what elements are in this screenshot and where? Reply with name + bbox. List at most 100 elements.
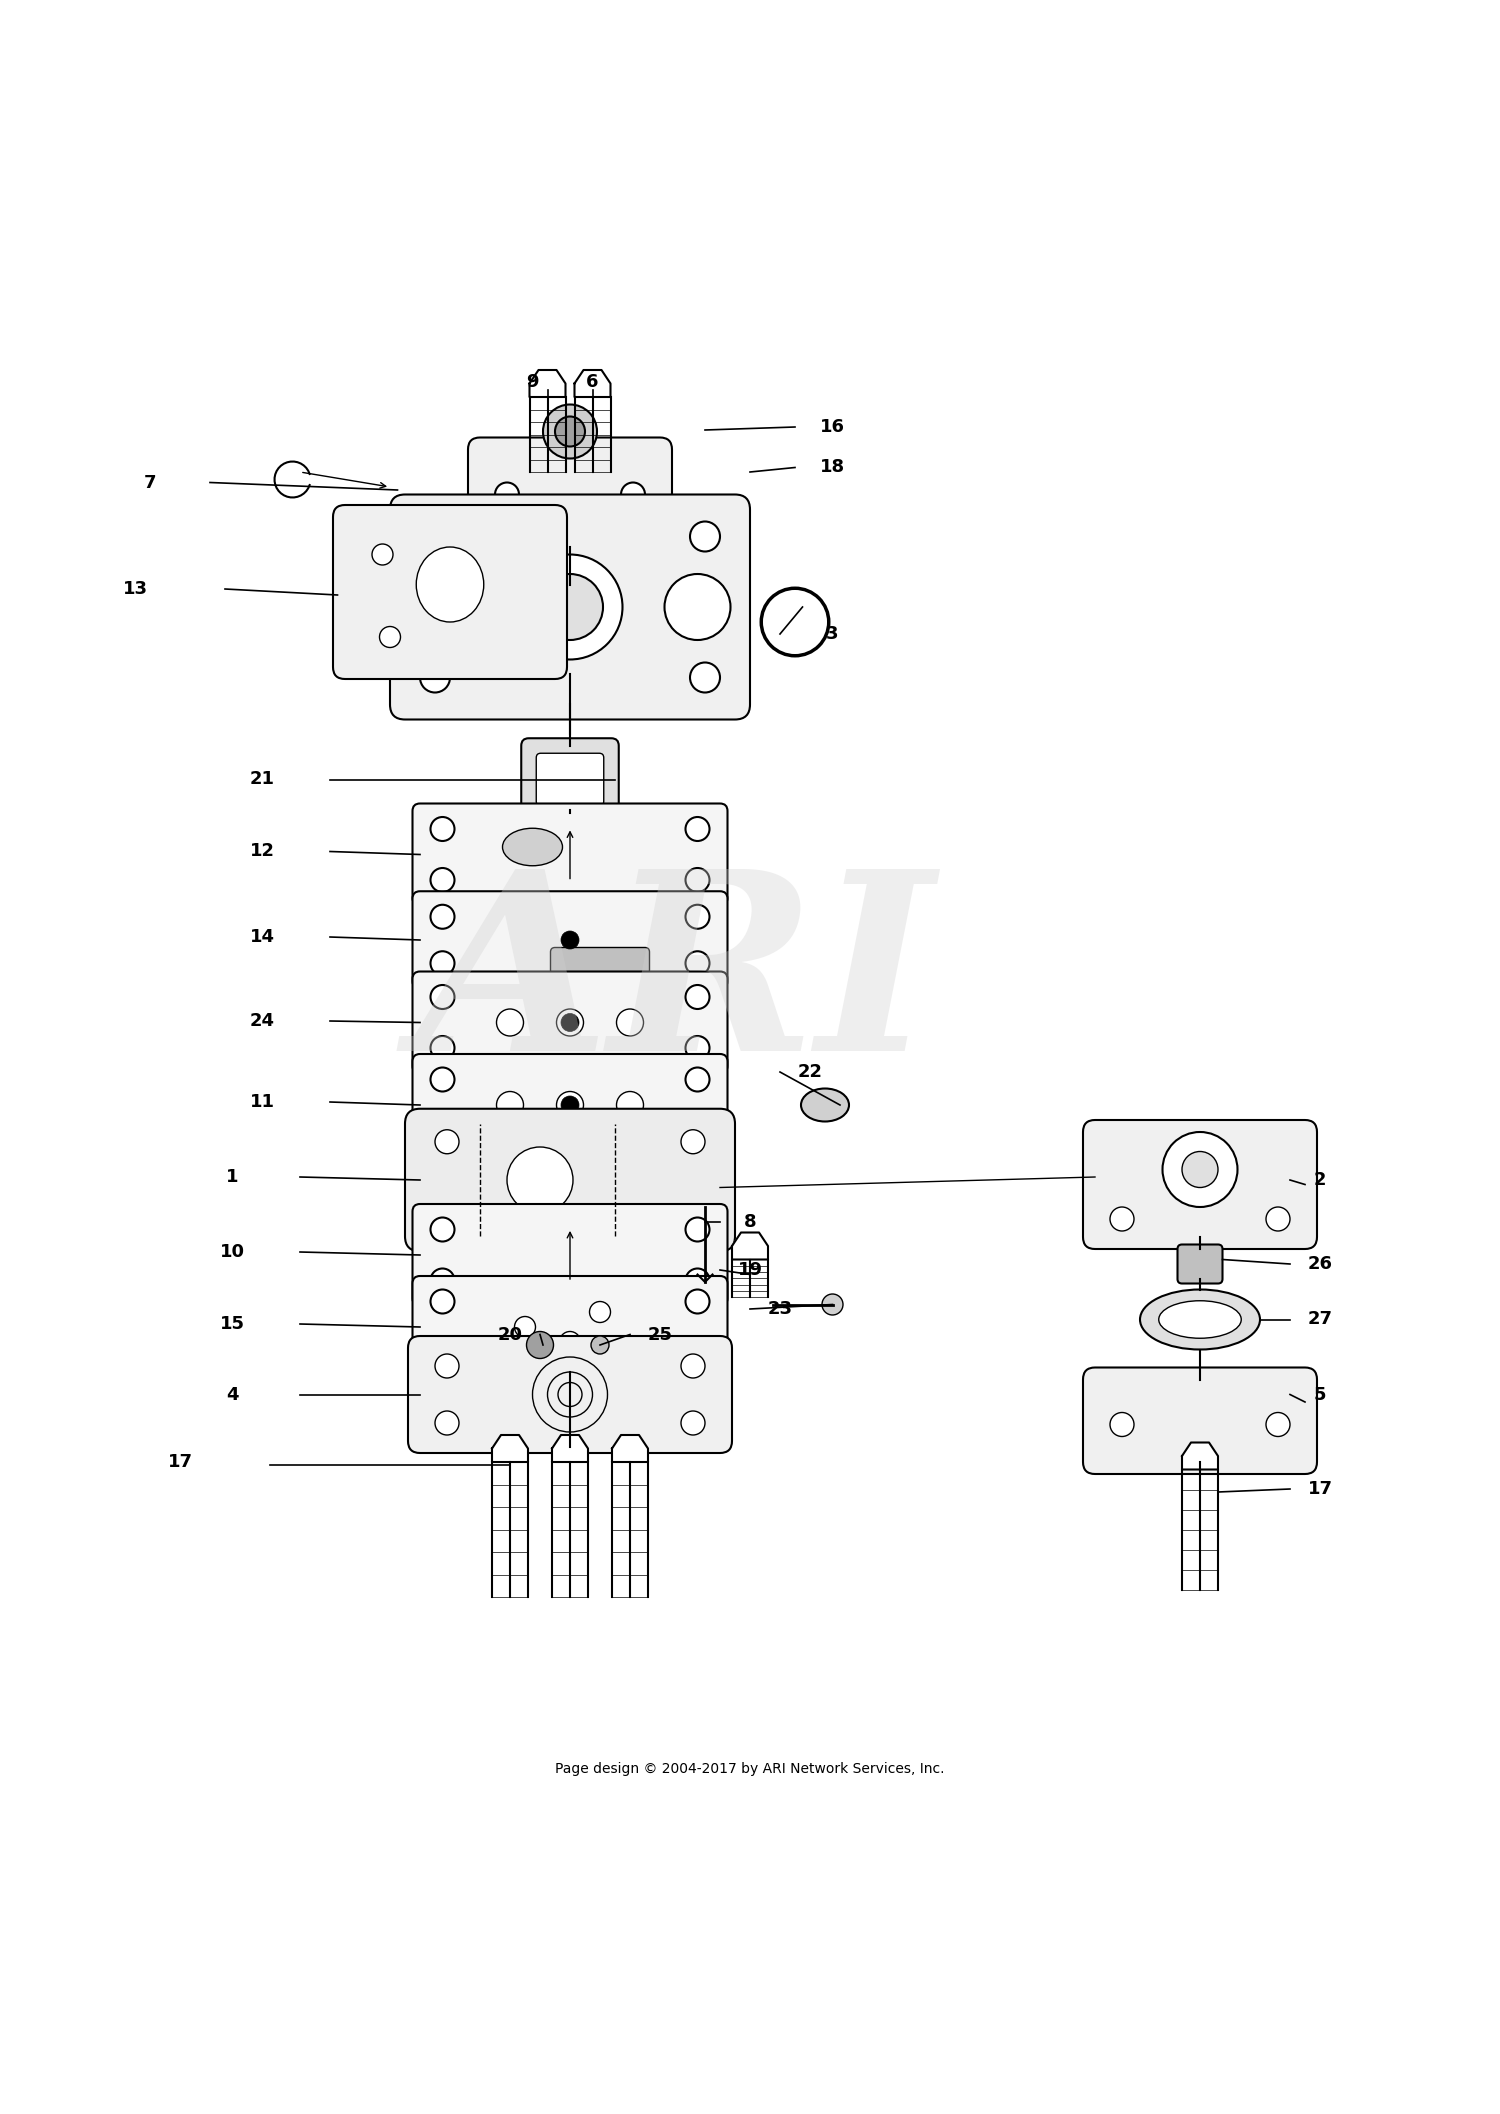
FancyBboxPatch shape <box>413 892 728 989</box>
Circle shape <box>686 869 709 892</box>
Text: 11: 11 <box>251 1093 274 1112</box>
Circle shape <box>1266 1207 1290 1230</box>
FancyBboxPatch shape <box>537 753 603 805</box>
Circle shape <box>1266 1412 1290 1438</box>
FancyBboxPatch shape <box>413 1055 728 1156</box>
Text: 15: 15 <box>220 1315 245 1334</box>
Circle shape <box>430 1118 454 1142</box>
Ellipse shape <box>416 548 483 622</box>
Circle shape <box>686 1340 709 1364</box>
Circle shape <box>435 1129 459 1154</box>
FancyBboxPatch shape <box>405 1108 735 1251</box>
Circle shape <box>372 543 393 564</box>
Circle shape <box>435 1207 459 1230</box>
Circle shape <box>591 1336 609 1353</box>
Polygon shape <box>552 1435 588 1463</box>
Polygon shape <box>530 370 566 397</box>
Circle shape <box>526 1332 554 1359</box>
FancyBboxPatch shape <box>413 1205 728 1306</box>
Text: 14: 14 <box>251 928 274 945</box>
Circle shape <box>686 1036 709 1059</box>
Circle shape <box>555 416 585 446</box>
Text: 8: 8 <box>744 1213 756 1230</box>
Circle shape <box>430 905 454 928</box>
FancyBboxPatch shape <box>1083 1120 1317 1249</box>
Circle shape <box>616 1008 644 1036</box>
Circle shape <box>681 1207 705 1230</box>
Polygon shape <box>574 370 610 397</box>
Text: 17: 17 <box>168 1452 192 1471</box>
FancyBboxPatch shape <box>522 738 618 820</box>
Circle shape <box>496 1091 523 1118</box>
FancyBboxPatch shape <box>333 505 567 679</box>
Circle shape <box>686 1268 709 1292</box>
Circle shape <box>430 985 454 1008</box>
Text: 21: 21 <box>251 769 274 789</box>
Circle shape <box>681 1129 705 1154</box>
Circle shape <box>380 626 400 647</box>
Circle shape <box>686 1218 709 1241</box>
Circle shape <box>681 1353 705 1378</box>
Ellipse shape <box>801 1089 849 1123</box>
Circle shape <box>690 522 720 552</box>
Text: 3: 3 <box>827 626 839 643</box>
Text: 2: 2 <box>1314 1171 1326 1188</box>
Circle shape <box>430 951 454 975</box>
Circle shape <box>560 1332 580 1353</box>
Circle shape <box>686 1118 709 1142</box>
Circle shape <box>556 1008 584 1036</box>
Text: 27: 27 <box>1308 1311 1332 1328</box>
Circle shape <box>507 1148 573 1213</box>
Circle shape <box>430 869 454 892</box>
Text: 23: 23 <box>768 1300 792 1317</box>
Polygon shape <box>492 1435 528 1463</box>
Text: 22: 22 <box>798 1063 822 1080</box>
Circle shape <box>543 404 597 459</box>
Circle shape <box>556 1091 584 1118</box>
Circle shape <box>435 1410 459 1435</box>
Text: 24: 24 <box>251 1013 274 1030</box>
FancyBboxPatch shape <box>1178 1245 1222 1283</box>
FancyBboxPatch shape <box>468 438 672 552</box>
Circle shape <box>822 1294 843 1315</box>
Circle shape <box>686 951 709 975</box>
Text: 16: 16 <box>821 419 844 435</box>
FancyBboxPatch shape <box>408 1336 732 1452</box>
FancyBboxPatch shape <box>1083 1368 1317 1473</box>
Circle shape <box>681 1410 705 1435</box>
Ellipse shape <box>1158 1300 1242 1338</box>
Circle shape <box>690 662 720 693</box>
Circle shape <box>430 816 454 841</box>
Circle shape <box>435 1353 459 1378</box>
Circle shape <box>430 1218 454 1241</box>
Circle shape <box>537 575 603 641</box>
Text: 18: 18 <box>821 459 844 476</box>
Circle shape <box>561 1013 579 1032</box>
FancyBboxPatch shape <box>413 1277 728 1378</box>
Text: 7: 7 <box>144 474 156 490</box>
Circle shape <box>518 554 622 660</box>
Circle shape <box>616 1091 644 1118</box>
Circle shape <box>430 1268 454 1292</box>
Text: 12: 12 <box>251 843 274 860</box>
Circle shape <box>430 1068 454 1091</box>
Circle shape <box>686 1068 709 1091</box>
Circle shape <box>416 579 470 634</box>
Text: 5: 5 <box>1314 1385 1326 1404</box>
Circle shape <box>1110 1412 1134 1438</box>
Circle shape <box>430 1290 454 1313</box>
Ellipse shape <box>1140 1290 1260 1349</box>
FancyBboxPatch shape <box>413 972 728 1074</box>
Circle shape <box>621 482 645 507</box>
Circle shape <box>430 1036 454 1059</box>
Text: 1: 1 <box>226 1169 238 1186</box>
Text: Page design © 2004-2017 by ARI Network Services, Inc.: Page design © 2004-2017 by ARI Network S… <box>555 1763 945 1776</box>
FancyBboxPatch shape <box>390 495 750 719</box>
Circle shape <box>1182 1152 1218 1188</box>
Text: 13: 13 <box>123 579 147 598</box>
Text: 20: 20 <box>498 1325 522 1345</box>
Circle shape <box>686 816 709 841</box>
Circle shape <box>495 482 519 507</box>
Text: 26: 26 <box>1308 1256 1332 1273</box>
Circle shape <box>514 1317 535 1338</box>
